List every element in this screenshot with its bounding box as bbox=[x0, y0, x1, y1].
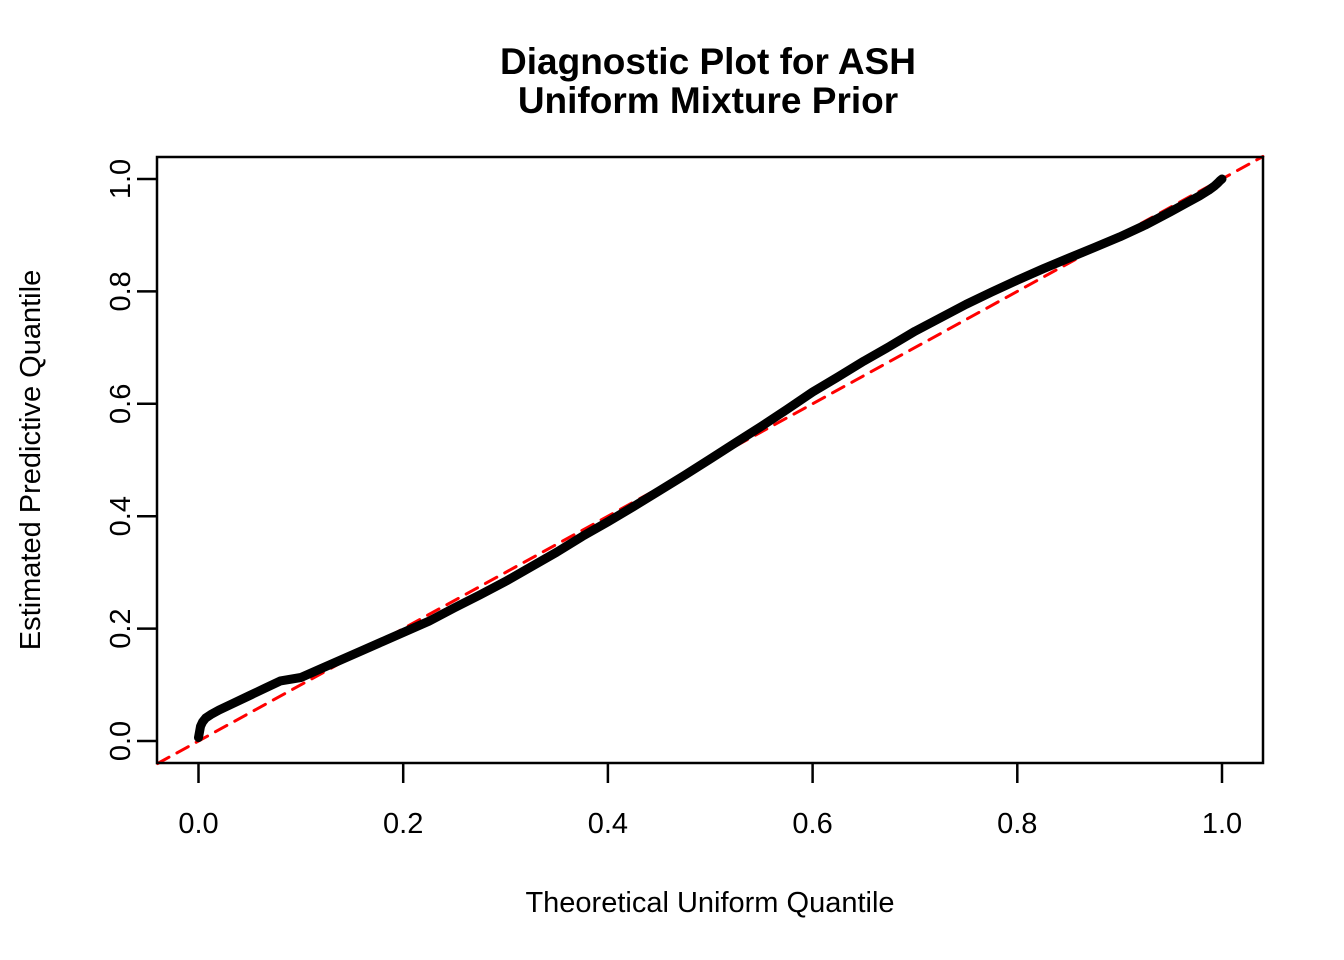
y-tick-label: 0.2 bbox=[105, 608, 137, 648]
y-tick-label: 1.0 bbox=[105, 159, 137, 199]
x-tick-label: 0.6 bbox=[792, 808, 832, 840]
x-tick-label: 0.0 bbox=[178, 808, 218, 840]
plot-box-frame bbox=[155, 155, 1265, 765]
x-tick-label: 0.4 bbox=[588, 808, 628, 840]
chart-title-line-2: Uniform Mixture Prior bbox=[518, 80, 898, 121]
y-tick-label: 0.4 bbox=[105, 496, 137, 536]
y-tick-label: 0.6 bbox=[105, 384, 137, 424]
estimated-predictive-quantile-curve bbox=[194, 174, 1227, 743]
x-tick-label: 0.8 bbox=[997, 808, 1037, 840]
series-group bbox=[156, 155, 1265, 765]
y-tick-label: 0.8 bbox=[105, 271, 137, 311]
y-axis: 0.0 0.2 0.4 0.6 0.8 1.0 bbox=[105, 159, 157, 761]
y-axis-label: Estimated Predictive Quantile bbox=[15, 270, 47, 650]
x-tick-label: 1.0 bbox=[1202, 808, 1242, 840]
x-tick-label: 0.2 bbox=[383, 808, 423, 840]
x-axis-label: Theoretical Uniform Quantile bbox=[525, 887, 894, 919]
y-tick-label: 0.0 bbox=[105, 721, 137, 761]
chart-title-line-1: Diagnostic Plot for ASH bbox=[500, 41, 916, 82]
x-axis: 0.0 0.2 0.4 0.6 0.8 1.0 bbox=[178, 763, 1242, 840]
